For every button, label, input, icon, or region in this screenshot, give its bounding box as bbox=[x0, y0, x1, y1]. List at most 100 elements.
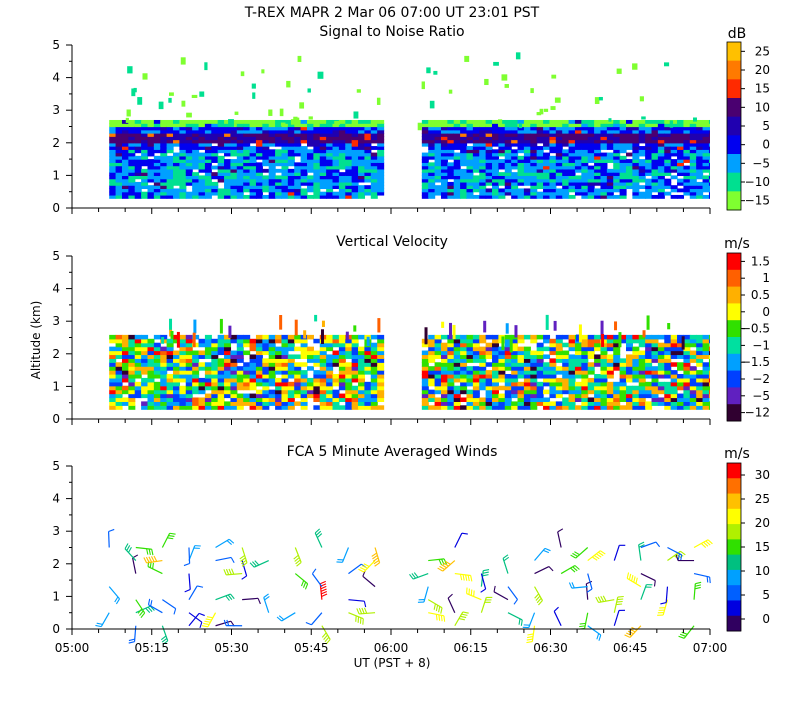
vv-cell bbox=[632, 347, 639, 352]
vv-cell bbox=[677, 386, 684, 391]
vv-cell bbox=[588, 351, 595, 356]
wind-barb bbox=[660, 587, 667, 604]
vv-cell bbox=[537, 382, 544, 387]
snr-cell bbox=[281, 123, 285, 126]
vv-cell bbox=[199, 386, 206, 391]
snr-cell bbox=[167, 156, 174, 160]
panel-snr: Signal to Noise Ratio dB 2520151050−5−10… bbox=[52, 24, 770, 215]
vv-cell bbox=[333, 362, 340, 367]
vv-cell bbox=[313, 394, 320, 399]
vv-cell bbox=[537, 351, 544, 356]
vv-cell bbox=[237, 397, 244, 402]
vv-cell bbox=[428, 358, 435, 363]
vv-cell bbox=[345, 382, 352, 387]
wind-barb bbox=[348, 600, 365, 607]
vv-cell bbox=[269, 347, 276, 352]
vv-cell bbox=[486, 386, 493, 391]
wind-barb-feather bbox=[626, 633, 631, 636]
vv-cell bbox=[307, 366, 314, 371]
wind-barb-feather bbox=[710, 577, 711, 583]
vv-cell bbox=[575, 382, 582, 387]
vv-cell bbox=[230, 370, 237, 375]
vv-cell bbox=[364, 351, 371, 356]
vv-cell bbox=[639, 401, 646, 406]
vv-cell bbox=[664, 351, 671, 356]
snr-cell bbox=[243, 120, 250, 124]
vv-cell bbox=[179, 405, 186, 410]
wind-barb-feather bbox=[321, 592, 326, 594]
vv-cell bbox=[237, 347, 244, 352]
vv-cell bbox=[562, 390, 569, 395]
vv-cell bbox=[313, 382, 320, 387]
vv-cell bbox=[473, 378, 480, 383]
x-tick-label: 06:30 bbox=[533, 641, 568, 655]
vv-cell bbox=[371, 382, 378, 387]
snr-cell bbox=[671, 195, 678, 199]
vv-cell bbox=[262, 351, 269, 356]
vv-cell bbox=[581, 382, 588, 387]
wind-barb bbox=[569, 582, 587, 588]
colorbar-label: 25 bbox=[755, 44, 770, 58]
vv-cell bbox=[658, 401, 665, 406]
vv-cell bbox=[581, 370, 588, 375]
vv-cell bbox=[632, 370, 639, 375]
vv-cell bbox=[524, 401, 531, 406]
vv-cell bbox=[460, 347, 467, 352]
vv-cell bbox=[250, 401, 257, 406]
wind-barb-feather bbox=[580, 623, 586, 624]
vv-cell bbox=[652, 394, 659, 399]
vv-cell bbox=[326, 397, 333, 402]
vv-cell bbox=[422, 370, 429, 375]
vv-cell bbox=[301, 351, 308, 356]
vv-cell bbox=[377, 382, 384, 387]
vv-cell bbox=[466, 351, 473, 356]
vv-cell bbox=[173, 401, 180, 406]
vv-cell bbox=[173, 370, 180, 375]
wind-barb-feather bbox=[168, 536, 174, 537]
vv-cell bbox=[339, 362, 346, 367]
vv-cell bbox=[320, 366, 327, 371]
vv-cell bbox=[556, 386, 563, 391]
vv-cell bbox=[643, 330, 646, 337]
vv-cell bbox=[237, 405, 244, 410]
vv-cell bbox=[224, 351, 231, 356]
vv-cell bbox=[192, 397, 199, 402]
vv-cell bbox=[425, 327, 428, 344]
vv-cell bbox=[626, 343, 633, 348]
vv-cell bbox=[607, 335, 614, 340]
vv-cell bbox=[167, 358, 174, 363]
vv-cell bbox=[167, 394, 174, 399]
vv-cell bbox=[652, 335, 659, 340]
vv-cell bbox=[626, 374, 633, 379]
vv-cell bbox=[537, 347, 544, 352]
vv-cell bbox=[466, 339, 473, 344]
vv-cell bbox=[594, 358, 601, 363]
vv-cell bbox=[256, 378, 263, 383]
vv-cell bbox=[211, 390, 218, 395]
vv-cell bbox=[562, 370, 569, 375]
wind-barb bbox=[627, 572, 641, 586]
vv-cell bbox=[562, 366, 569, 371]
snr-cell bbox=[307, 149, 314, 153]
vv-cell bbox=[339, 354, 346, 359]
vv-cell bbox=[460, 390, 467, 395]
vv-cell bbox=[141, 362, 148, 367]
vv-cell bbox=[122, 358, 129, 363]
wind-barb-feather bbox=[185, 590, 191, 592]
vv-cell bbox=[116, 386, 123, 391]
vv-cell bbox=[447, 386, 454, 391]
vv-cell bbox=[435, 347, 442, 352]
vv-cell bbox=[441, 397, 448, 402]
vv-cell bbox=[224, 347, 231, 352]
vv-cell bbox=[135, 394, 142, 399]
wind-barb-feather bbox=[463, 612, 469, 613]
vv-cell bbox=[160, 354, 167, 359]
snr-cell bbox=[703, 120, 710, 124]
y-tick-label: 1 bbox=[52, 589, 60, 603]
vv-cell bbox=[169, 319, 172, 331]
vv-cell bbox=[600, 382, 607, 387]
vv-cell bbox=[543, 339, 550, 344]
vv-cell bbox=[613, 401, 620, 406]
vv-cell bbox=[218, 382, 225, 387]
vv-cell bbox=[549, 370, 556, 375]
